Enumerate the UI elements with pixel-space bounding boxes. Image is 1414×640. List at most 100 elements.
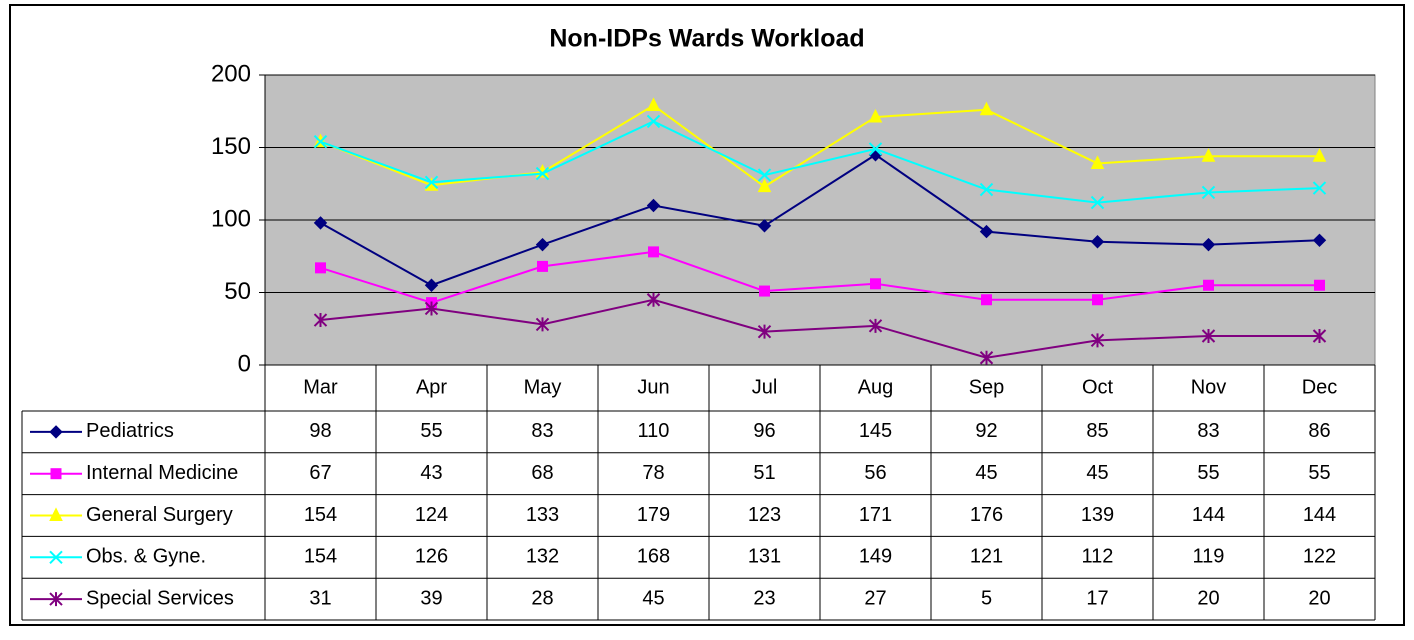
table-value: 83	[531, 420, 553, 442]
x-tick-label: Jun	[637, 376, 669, 398]
table-value: 124	[415, 504, 448, 526]
point	[424, 175, 439, 190]
series-line	[320, 153, 1320, 287]
series-line	[320, 120, 1320, 204]
table-value: 55	[1308, 462, 1330, 484]
point	[315, 262, 326, 274]
point	[1201, 148, 1216, 162]
point	[1090, 235, 1105, 249]
legend-marker	[49, 507, 63, 521]
point	[535, 166, 550, 181]
point	[424, 301, 439, 316]
point	[757, 324, 772, 339]
table-value: 168	[637, 546, 670, 568]
legend-marker	[50, 468, 62, 480]
point	[979, 182, 994, 197]
point	[757, 168, 772, 182]
table-value: 139	[1081, 504, 1114, 526]
table-value: 92	[975, 420, 997, 442]
x-tick-label: Oct	[1082, 376, 1114, 398]
table-value: 85	[1086, 420, 1108, 442]
table-value: 145	[859, 420, 892, 442]
point	[646, 292, 661, 307]
point	[313, 313, 328, 328]
point	[1090, 155, 1105, 169]
x-tick-label: Aug	[858, 376, 894, 398]
y-tick-label: 0	[238, 350, 251, 377]
table-value: 78	[642, 462, 664, 484]
table-value: 149	[859, 546, 892, 568]
table-value: 110	[638, 420, 670, 442]
table-value: 27	[864, 587, 886, 609]
point	[868, 108, 883, 123]
x-tick-label: Jul	[752, 376, 778, 398]
point	[1201, 237, 1216, 252]
point	[1092, 294, 1103, 306]
point	[1312, 148, 1327, 162]
point	[1090, 333, 1105, 348]
table-value: 154	[304, 504, 337, 526]
table-value: 121	[970, 546, 1003, 568]
table-value: 98	[309, 420, 331, 442]
x-tick-label: Nov	[1191, 376, 1227, 398]
table-value: 31	[309, 587, 331, 609]
point	[759, 285, 770, 297]
table-value: 55	[1197, 462, 1219, 484]
point	[757, 178, 772, 193]
table-value: 45	[642, 587, 664, 609]
point	[868, 142, 883, 156]
legend-marker	[49, 425, 63, 439]
point	[646, 97, 661, 111]
table-value: 39	[420, 587, 442, 609]
legend-label: Special Services	[86, 587, 234, 609]
point	[1201, 185, 1216, 200]
x-tick-label: May	[524, 376, 562, 398]
point	[1201, 329, 1216, 343]
table-value: 56	[864, 462, 886, 484]
y-tick-label: 150	[211, 133, 251, 160]
table-value: 144	[1303, 504, 1336, 526]
table-value: 154	[304, 546, 337, 568]
point	[979, 350, 994, 365]
point	[979, 101, 994, 116]
table-value: 131	[748, 546, 781, 568]
point	[1312, 329, 1327, 343]
point	[757, 219, 772, 233]
point	[313, 216, 328, 230]
table-value: 5	[981, 587, 992, 609]
table-value: 176	[970, 504, 1003, 526]
point	[646, 114, 661, 129]
point	[535, 237, 550, 252]
x-tick-label: Apr	[416, 376, 447, 398]
point	[537, 260, 548, 272]
point	[424, 278, 439, 292]
point	[868, 318, 883, 333]
table-value: 20	[1308, 587, 1330, 609]
table-value: 86	[1308, 420, 1330, 442]
table-value: 126	[415, 546, 448, 568]
point	[535, 317, 550, 332]
table-value: 144	[1192, 504, 1225, 526]
table-value: 119	[1193, 546, 1225, 568]
table-value: 23	[753, 587, 775, 609]
legend-label: General Surgery	[86, 504, 233, 526]
point	[1312, 181, 1327, 195]
point	[648, 246, 659, 258]
table-value: 51	[753, 462, 775, 484]
x-tick-label: Mar	[303, 376, 338, 398]
table-value: 123	[748, 504, 781, 526]
table-value: 132	[526, 546, 559, 568]
table-value: 83	[1197, 420, 1219, 442]
point	[1314, 279, 1325, 291]
legend-label: Internal Medicine	[86, 462, 238, 484]
point	[313, 134, 328, 149]
table-value: 96	[753, 420, 775, 442]
table-value: 17	[1086, 587, 1108, 609]
table-value: 122	[1303, 546, 1336, 568]
table-value: 133	[526, 504, 559, 526]
point	[1312, 233, 1327, 248]
legend-marker	[49, 592, 63, 607]
point	[981, 294, 992, 306]
table-value: 68	[531, 462, 553, 484]
